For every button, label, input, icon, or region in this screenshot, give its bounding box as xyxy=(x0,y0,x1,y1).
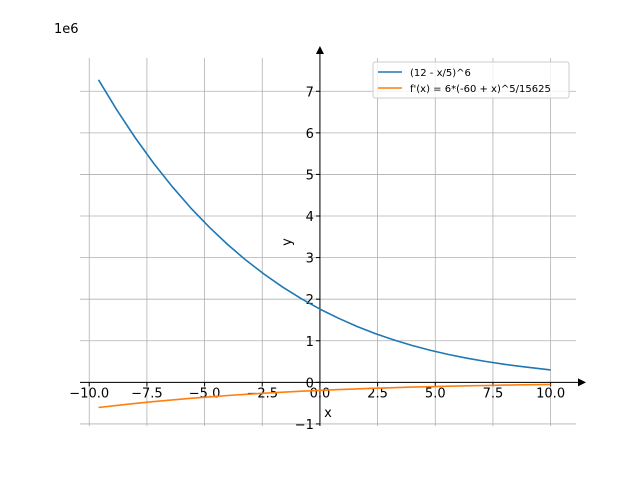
series-line-2 xyxy=(98,383,551,409)
series-lines xyxy=(97,79,551,409)
y-tick-label-0: −1 xyxy=(295,418,314,433)
y-tick-label-2: 1 xyxy=(306,335,314,350)
x-tick-label-5: 2.5 xyxy=(367,386,388,401)
tick-marks: −10.0 −7.5 −5.0 −2.5 0.0 2.5 5.0 7.5 10.0−101234… xyxy=(69,85,565,433)
legend-frame xyxy=(372,61,570,99)
legend: (12 - x/5)^6 f'(x) = 6*(-60 + x)^5/15625 xyxy=(372,61,570,99)
y-tick-label-1: 0 xyxy=(306,376,314,391)
y-axis-arrow xyxy=(315,46,324,54)
y-tick-label-3: 2 xyxy=(306,293,314,308)
x-tick-label-0: −10.0 xyxy=(69,386,109,401)
x-tick-label-6: 5.0 xyxy=(425,386,446,401)
y-axis-label: y xyxy=(280,238,295,246)
legend-label-series-2: f'(x) = 6*(-60 + x)^5/15625 xyxy=(410,84,551,95)
y-offset-label: 1e6 xyxy=(54,22,79,37)
x-axis-label: x xyxy=(324,406,332,421)
y-tick-label-8: 7 xyxy=(306,85,314,100)
grid-lines xyxy=(80,58,576,426)
y-tick-label-5: 4 xyxy=(306,210,314,225)
y-tick-label-6: 5 xyxy=(306,168,314,183)
series-line-1 xyxy=(97,79,551,371)
y-tick-label-4: 3 xyxy=(306,252,314,267)
x-tick-label-8: 10.0 xyxy=(536,386,565,401)
x-tick-label-7: 7.5 xyxy=(483,386,504,401)
x-tick-label-1: −7.5 xyxy=(131,386,163,401)
axes xyxy=(80,46,586,426)
legend-label-series-1: (12 - x/5)^6 xyxy=(410,68,471,79)
x-tick-label-2: −5.0 xyxy=(189,386,221,401)
x-axis-arrow xyxy=(578,378,586,387)
y-tick-label-7: 6 xyxy=(306,127,314,142)
